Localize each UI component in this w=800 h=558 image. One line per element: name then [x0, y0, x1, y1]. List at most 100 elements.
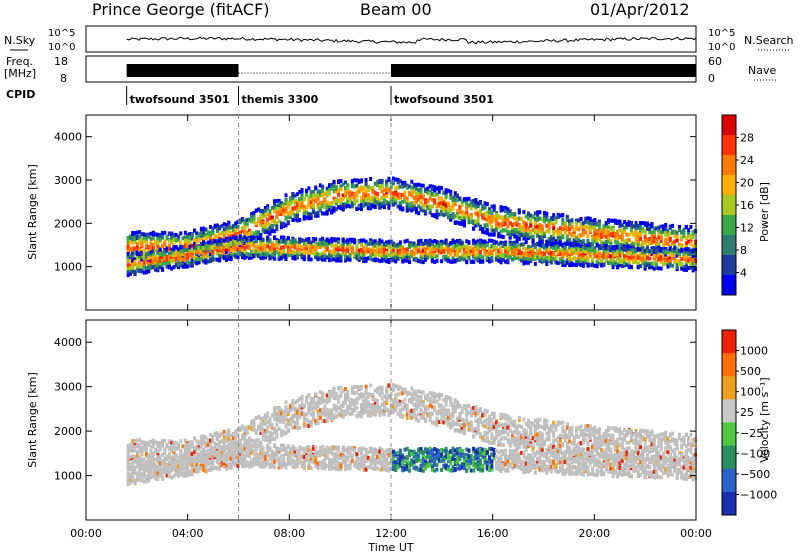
nave-tick-high: 60 [708, 55, 722, 68]
velocity-cell [131, 475, 134, 479]
power-cell [438, 190, 441, 194]
freq-label-2: [MHz] [4, 67, 36, 80]
power-cell [188, 240, 191, 244]
power-cell [282, 249, 285, 253]
power-cell [303, 197, 306, 201]
power-cell [435, 254, 438, 258]
power-cell [586, 259, 589, 263]
velocity-cell [168, 452, 171, 456]
power-cell [314, 186, 317, 190]
power-cell [445, 194, 448, 198]
power-cell [339, 256, 342, 260]
power-cell [598, 222, 601, 226]
power-cell [163, 242, 166, 246]
power-cell [376, 192, 379, 196]
power-cell [671, 264, 674, 268]
power-colorbar-tick-3: 16 [740, 199, 754, 212]
power-cell [465, 260, 468, 264]
power-cell [387, 177, 390, 181]
power-cell [252, 217, 255, 221]
power-ytick-3: 1000 [54, 261, 82, 274]
power-cell [422, 184, 425, 188]
power-cell [552, 226, 555, 230]
power-cell [502, 235, 505, 239]
power-cell [561, 234, 564, 238]
power-cell [287, 220, 290, 224]
power-cell [179, 241, 182, 245]
power-cell [275, 224, 278, 228]
power-cell [346, 183, 349, 187]
power-cell [417, 211, 420, 215]
power-ytick-0: 4000 [54, 131, 82, 144]
power-cell [554, 220, 557, 224]
power-cell [403, 191, 406, 195]
power-cell [161, 267, 164, 271]
station-title: Prince George (fitACF) [92, 0, 270, 19]
power-cell [163, 231, 166, 235]
power-cell [273, 257, 276, 261]
power-cell [490, 256, 493, 260]
power-cell [301, 189, 304, 193]
power-cell [461, 241, 464, 245]
power-cell [522, 210, 525, 214]
power-ytick-2: 2000 [54, 217, 82, 230]
power-cell [353, 240, 356, 244]
noise-sky-trace [127, 37, 696, 44]
power-cell [360, 178, 363, 182]
power-cell [381, 179, 384, 183]
cpid-segment-1: themis 3300 [242, 93, 319, 106]
power-cell [554, 256, 557, 260]
power-cell [532, 235, 535, 239]
power-cell [383, 205, 386, 209]
power-colorbar-label: Power [dB] [758, 182, 771, 242]
power-cell [451, 207, 454, 211]
power-cell [660, 267, 663, 271]
power-cell [321, 185, 324, 189]
power-cell [346, 187, 349, 191]
power-colorbar-swatch [722, 115, 736, 136]
date-title: 01/Apr/2012 [590, 0, 690, 19]
cpid-segment-2: twofsound 3501 [394, 93, 494, 106]
power-cell [470, 216, 473, 220]
power-cell [586, 234, 589, 238]
power-cell [424, 210, 427, 214]
power-cell [328, 191, 331, 195]
power-cell [518, 208, 521, 212]
power-cell [440, 186, 443, 190]
power-cell [538, 210, 541, 214]
power-cell [285, 193, 288, 197]
power-cell [435, 259, 438, 263]
freq-bar-2 [391, 64, 696, 77]
power-cell [479, 250, 482, 254]
power-cell [582, 264, 585, 268]
power-colorbar-swatch [722, 255, 736, 276]
noise-right-tick-low: 10^0 [708, 42, 735, 53]
power-cell [584, 230, 587, 234]
power-cell [561, 218, 564, 222]
power-colorbar-swatch [722, 175, 736, 196]
power-cell [369, 177, 372, 181]
power-colorbar-swatch [722, 215, 736, 236]
freq-tick-low: 8 [60, 72, 67, 85]
power-cell [392, 181, 395, 185]
power-cell [365, 178, 368, 182]
noise-left-tick-high: 10^5 [48, 28, 75, 39]
power-cell [676, 238, 679, 242]
power-cell [355, 199, 358, 203]
power-cell [337, 240, 340, 244]
power-cell [468, 256, 471, 260]
velocity-cell [161, 476, 164, 480]
power-cell [296, 214, 299, 218]
power-cell [268, 209, 271, 213]
power-cell [612, 228, 615, 232]
power-cell [694, 229, 697, 233]
power-cell [570, 218, 573, 222]
power-cell [351, 247, 354, 251]
velocity-cell [163, 450, 166, 454]
frequency-bars [127, 64, 696, 77]
freq-tick-high: 18 [54, 55, 68, 68]
power-cell [639, 237, 642, 241]
